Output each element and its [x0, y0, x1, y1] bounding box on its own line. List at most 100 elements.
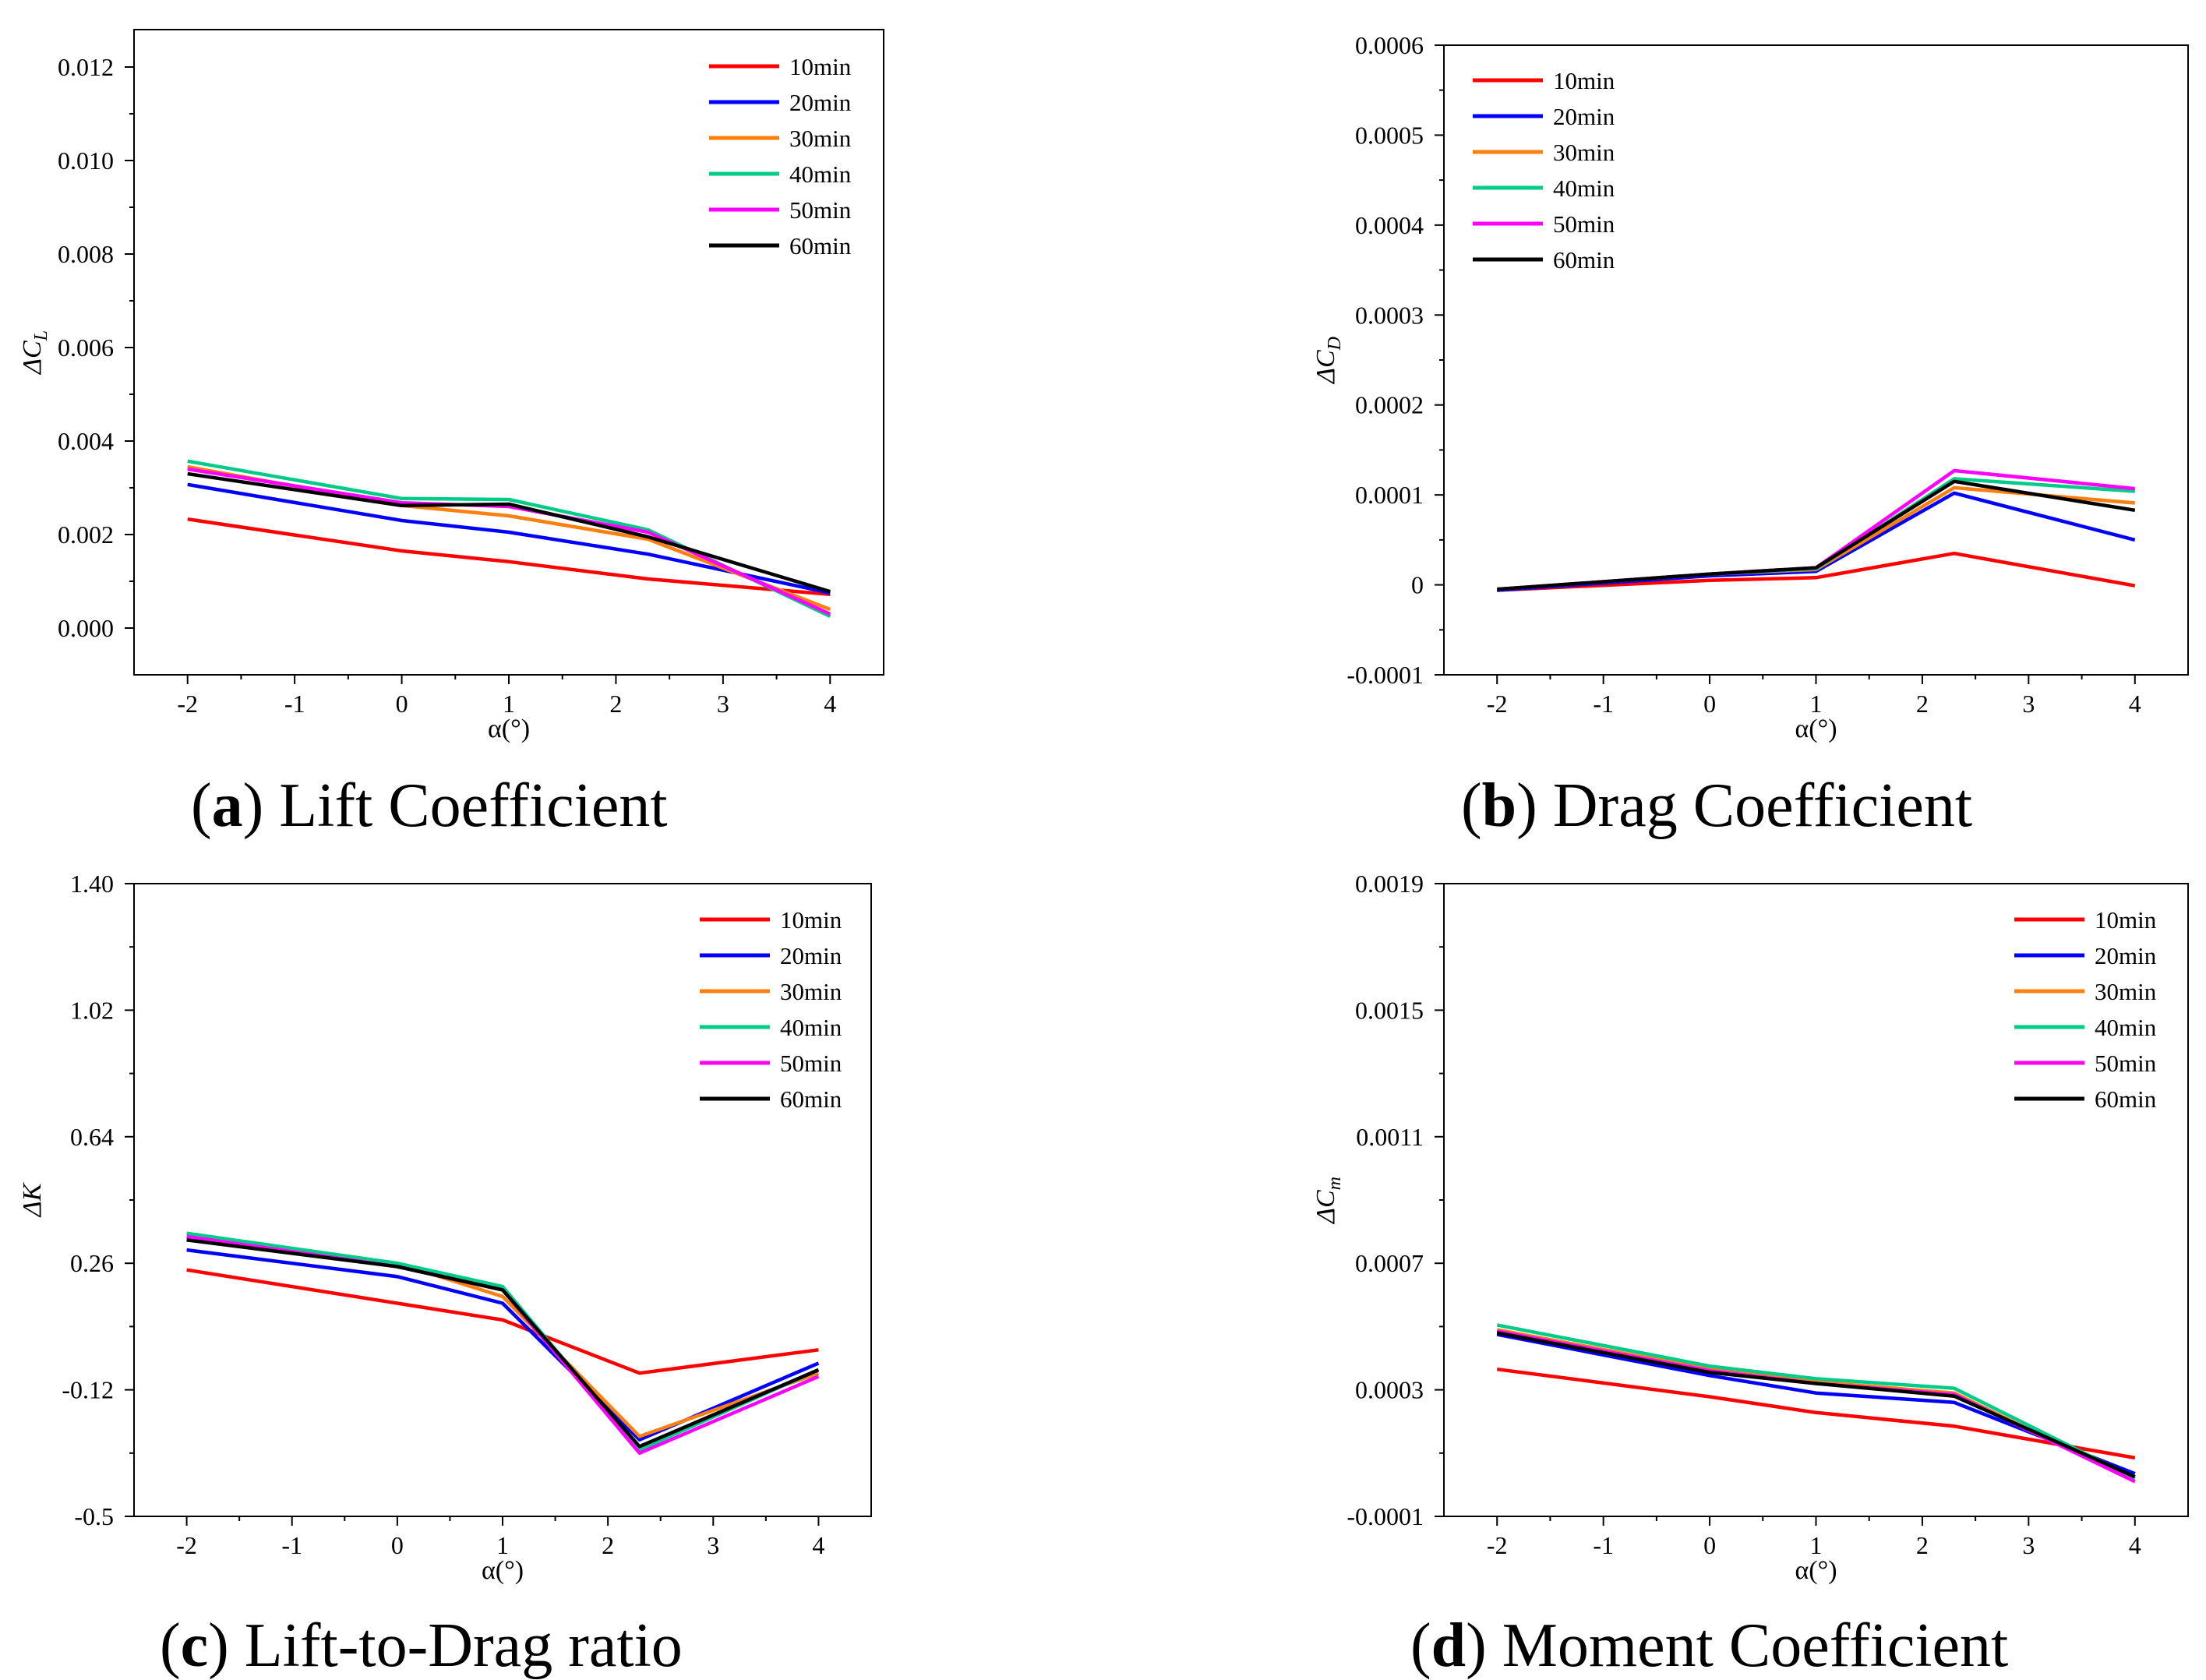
- caption-paren-close: ): [208, 1611, 245, 1680]
- series-line-10min: [186, 1268, 819, 1375]
- series-line-20min: [1496, 1332, 2136, 1476]
- legend-label-60min: 60min: [1553, 246, 1615, 274]
- y-tick-label: -0.12: [62, 1376, 114, 1404]
- y-tick-label: -0.0001: [1347, 661, 1424, 689]
- y-tick-label: -0.5: [74, 1502, 114, 1530]
- legend-label-50min: 50min: [780, 1050, 842, 1077]
- y-tick-label: 0.0004: [1355, 211, 1424, 239]
- caption-text: Moment Coefficient: [1502, 1611, 2009, 1680]
- y-tick-label: 0: [1411, 571, 1424, 599]
- x-tick-label: -1: [281, 1531, 302, 1559]
- y-tick-label: 0.64: [70, 1123, 114, 1151]
- x-tick-label: 2: [609, 690, 622, 718]
- legend-label-30min: 30min: [789, 125, 852, 152]
- y-tick-label: 0.012: [58, 53, 114, 81]
- series-line-10min: [1496, 1367, 2136, 1460]
- y-axis-label-sub: D: [1325, 337, 1345, 351]
- y-axis-label-main: ΔC: [18, 341, 47, 376]
- x-tick-label: 3: [707, 1531, 719, 1559]
- plot-frame: [133, 883, 872, 1517]
- panel-c: -2 -1 0 1 2 3 4 -0.5 -0.12 0.26 0.64 1.02 1.40 α(°) ΔK…: [18, 870, 872, 1680]
- legend-label-50min: 50min: [789, 196, 852, 224]
- legend-label-60min: 60min: [780, 1085, 842, 1113]
- y-tick-label: 0.002: [58, 521, 114, 549]
- x-tick-label: 2: [602, 1531, 614, 1559]
- caption: (d) Moment Coefficient: [1410, 1611, 2008, 1680]
- x-tick-label: 0: [1703, 1531, 1716, 1559]
- x-tick-label: 0: [1703, 690, 1716, 718]
- series-line-50min: [186, 1234, 820, 1456]
- caption-paren-close: ): [1516, 771, 1553, 840]
- x-tick-label: 3: [2022, 690, 2035, 718]
- legend-label-30min: 30min: [2095, 978, 2157, 1005]
- panel-a: -2 -1 0 1 2 3 4 0.000 0.002 0.004 0.006 0.008 0.010 0…: [18, 29, 884, 840]
- legend-label-40min: 40min: [789, 161, 852, 188]
- legend-label-30min: 30min: [1553, 139, 1615, 166]
- y-tick-label: 0.0001: [1355, 481, 1424, 509]
- x-tick-label: 1: [503, 690, 515, 718]
- panel-d: -2 -1 0 1 2 3 4 -0.0001 0.0003 0.0007 0.0011 0.0015…: [1311, 870, 2189, 1680]
- x-tick-label: 4: [2129, 1531, 2141, 1559]
- x-tick-label: -1: [1593, 690, 1614, 718]
- x-tick-label: -1: [284, 690, 305, 718]
- x-tick-label: 1: [496, 1531, 509, 1559]
- legend-label-40min: 40min: [2095, 1014, 2157, 1041]
- legend-label-50min: 50min: [2095, 1050, 2157, 1077]
- y-axis-label: ΔCm: [1311, 1177, 1345, 1225]
- x-axis-label: α(°): [482, 1556, 524, 1585]
- y-tick-label: 1.40: [70, 870, 114, 898]
- y-axis-label-main: ΔK: [18, 1181, 47, 1218]
- series-line-60min: [1496, 1331, 2136, 1479]
- legend-label-10min: 10min: [789, 53, 852, 80]
- y-tick-label: 0.006: [58, 334, 114, 362]
- y-tick-label: -0.0001: [1347, 1502, 1424, 1530]
- y-axis-label: ΔK: [18, 1181, 47, 1218]
- series-line-40min: [1496, 1323, 2136, 1481]
- legend-label-50min: 50min: [1553, 210, 1615, 238]
- caption: (b) Drag Coefficient: [1461, 771, 1972, 840]
- caption: (c) Lift-to-Drag ratio: [160, 1611, 683, 1680]
- y-axis-label-main: ΔC: [1311, 1190, 1340, 1225]
- caption-letter: c: [181, 1611, 209, 1680]
- legend-label-10min: 10min: [2095, 906, 2157, 934]
- x-tick-label: 4: [2129, 690, 2141, 718]
- legend-label-20min: 20min: [780, 942, 842, 969]
- y-tick-label: 0.010: [58, 146, 114, 175]
- x-tick-label: -2: [177, 690, 198, 718]
- y-tick-label: 0.0019: [1355, 870, 1424, 898]
- y-tick-label: 0.0011: [1356, 1123, 1424, 1151]
- series-line-50min: [187, 467, 831, 616]
- series-line-20min: [187, 482, 831, 595]
- x-tick-label: -2: [1487, 1531, 1508, 1559]
- caption-paren-open: (: [191, 771, 212, 840]
- y-axis-label-sub: L: [31, 330, 51, 341]
- series-line-60min: [187, 471, 831, 594]
- x-tick-label: 0: [391, 1531, 404, 1559]
- x-axis-label: α(°): [1795, 1556, 1837, 1585]
- x-tick-label: -2: [1487, 690, 1508, 718]
- caption-paren-close: ): [243, 771, 280, 840]
- y-tick-label: 0.0007: [1355, 1249, 1424, 1277]
- x-tick-label: -1: [1593, 1531, 1614, 1559]
- legend-label-20min: 20min: [2095, 942, 2157, 969]
- caption-paren-open: (: [1461, 771, 1482, 840]
- series-line-10min: [1497, 551, 2136, 592]
- legend-label-10min: 10min: [780, 906, 842, 934]
- series-line-60min: [1497, 479, 2136, 591]
- legend-label-10min: 10min: [1553, 67, 1615, 94]
- y-tick-label: 0.0002: [1355, 391, 1424, 419]
- y-tick-label: 0.0015: [1355, 996, 1424, 1024]
- series-line-40min: [186, 1231, 820, 1452]
- plot-frame: [1443, 883, 2189, 1517]
- x-tick-label: 3: [717, 690, 729, 718]
- caption-text: Lift Coefficient: [279, 771, 667, 840]
- y-tick-label: 0.008: [58, 240, 114, 268]
- series-line-30min: [186, 1238, 820, 1438]
- y-tick-label: 0.0006: [1355, 31, 1424, 59]
- y-axis-label: ΔCD: [1311, 337, 1345, 385]
- series-line-60min: [186, 1238, 820, 1449]
- y-tick-label: 0.004: [58, 427, 114, 455]
- legend-label-40min: 40min: [780, 1014, 842, 1041]
- caption-text: Drag Coefficient: [1553, 771, 1972, 840]
